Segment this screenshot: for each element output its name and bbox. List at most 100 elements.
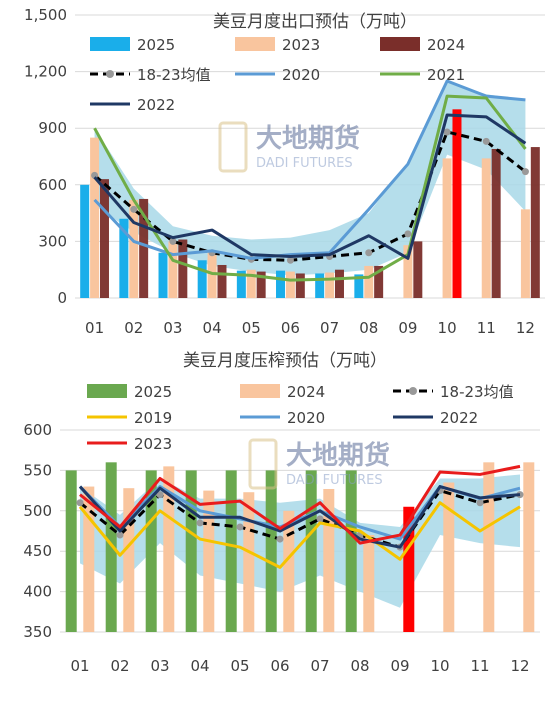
bar-2024-02: [123, 488, 135, 632]
bar-2023-01: [90, 137, 100, 298]
legend-swatch-2024: [380, 37, 420, 51]
legend-marker-18-23均值: [106, 70, 114, 78]
bar-2025-04: [185, 470, 197, 632]
export-chart: 0 300 600 900 1,200 1,500 01 02 03 04 05 06 07 08 09 10…: [24, 6, 545, 337]
bar-2024-01: [99, 179, 109, 298]
bar-2024-08: [363, 535, 375, 632]
marker-18-23均值-06: [286, 256, 294, 264]
marker-18-23均值-02: [130, 205, 138, 213]
line-2019: [78, 501, 521, 569]
crush-chart: 350 400 450 500 550 600 01 02 03 04 05 06 07 08 09 10 11…: [23, 351, 540, 675]
watermark-en: DADI FUTURES: [286, 473, 383, 488]
marker-18-23均值-10: [443, 128, 451, 136]
marker-18-23均值-11: [482, 137, 490, 145]
marker-18-23均值-03: [156, 491, 164, 499]
bar-2024-05: [256, 271, 266, 298]
bar-2024-03: [163, 466, 175, 632]
legend-label: 2022: [440, 409, 478, 427]
x-tick-label: 04: [203, 319, 222, 337]
marker-18-23均值-02: [116, 531, 124, 539]
watermark-cn: 大地期货: [256, 123, 360, 154]
bar-2023-05: [246, 269, 256, 298]
marker-18-23均值-09: [404, 230, 412, 238]
bar-2025-07: [305, 470, 317, 632]
legend-label: 2023: [282, 36, 320, 54]
bar-2025-07: [315, 273, 325, 298]
marker-18-23均值-08: [365, 249, 373, 257]
y-tick-label: 500: [23, 502, 52, 520]
bar-2023-09: [403, 245, 413, 298]
bar-2024-10: [443, 482, 455, 632]
bar-2023-10: [442, 158, 452, 298]
legend-label: 18-23均值: [137, 66, 211, 84]
x-tick-label: 01: [85, 319, 104, 337]
bar-2025-03: [158, 252, 168, 298]
marker-18-23均值-11: [476, 499, 484, 507]
bar-2024-11: [483, 462, 495, 632]
legend-label: 2025: [134, 383, 172, 401]
bar-2023-08: [364, 265, 374, 298]
x-tick-label: 08: [359, 319, 378, 337]
legend-swatch-2024: [240, 384, 280, 398]
line-18-23均值: [79, 489, 521, 549]
legend-swatch-2023: [235, 37, 275, 51]
x-tick-label: 10: [438, 319, 457, 337]
line-2022: [93, 113, 527, 260]
bar-2024-06: [283, 510, 295, 632]
bar-2024-12: [530, 147, 540, 298]
bar-2024-04: [217, 264, 227, 298]
legend-swatch-2025: [87, 384, 127, 398]
y-tick-label: 600: [23, 421, 52, 439]
legend-label: 2020: [287, 409, 325, 427]
marker-18-23均值-05: [236, 523, 244, 531]
x-tick-label: 03: [150, 657, 169, 675]
x-tick-label: 04: [190, 657, 209, 675]
legend-label: 2024: [427, 36, 465, 54]
x-tick-label: 08: [350, 657, 369, 675]
legend-label: 2020: [282, 66, 320, 84]
bar-2025-08: [354, 274, 364, 298]
legend-label: 2023: [134, 435, 172, 453]
bar-2024-12: [523, 462, 535, 632]
marker-18-23均值-04: [196, 519, 204, 527]
bar-2025-08: [345, 470, 357, 632]
bar-2023-11: [481, 158, 491, 298]
x-tick-label: 01: [70, 657, 89, 675]
y-tick-label: 350: [23, 623, 52, 641]
bar-2025-01: [80, 184, 90, 298]
legend-marker-18-23均值: [409, 387, 417, 395]
x-tick-label: 02: [124, 319, 143, 337]
bar-2025-02: [105, 462, 117, 632]
y-tick-label: 900: [38, 119, 67, 137]
x-tick-label: 06: [270, 657, 289, 675]
legend-label: 2021: [427, 66, 465, 84]
x-tick-label: 09: [398, 319, 417, 337]
marker-18-23均值-07: [316, 515, 324, 523]
legend-label: 2019: [134, 409, 172, 427]
watermark-logo-icon: [248, 438, 278, 490]
line-2021: [93, 94, 527, 282]
bar-2024-07: [334, 269, 344, 298]
bar-2024-03: [178, 239, 188, 298]
watermark-cn: 大地期货: [286, 440, 390, 471]
x-tick-label: 12: [510, 657, 529, 675]
marker-18-23均值-01: [76, 499, 84, 507]
chart-title: 美豆月度压榨预估（万吨）: [183, 351, 387, 371]
y-tick-label: 0: [57, 289, 67, 307]
x-tick-label: 12: [516, 319, 535, 337]
y-tick-label: 300: [38, 232, 67, 250]
watermark-en: DADI FUTURES: [256, 156, 353, 171]
bar-2025-06: [276, 270, 286, 298]
x-tick-label: 10: [430, 657, 449, 675]
legend-label: 2022: [137, 96, 175, 114]
legend-label: 2025: [137, 36, 175, 54]
y-tick-label: 600: [38, 176, 67, 194]
bar-2025-03: [145, 470, 157, 632]
bar-2023-02: [129, 199, 139, 298]
bar-2024-05: [243, 492, 255, 632]
bar-2024-09: [413, 241, 423, 298]
bar-2024-07: [323, 488, 335, 632]
line-2022: [78, 485, 521, 549]
bar-2024-10: [452, 109, 462, 298]
